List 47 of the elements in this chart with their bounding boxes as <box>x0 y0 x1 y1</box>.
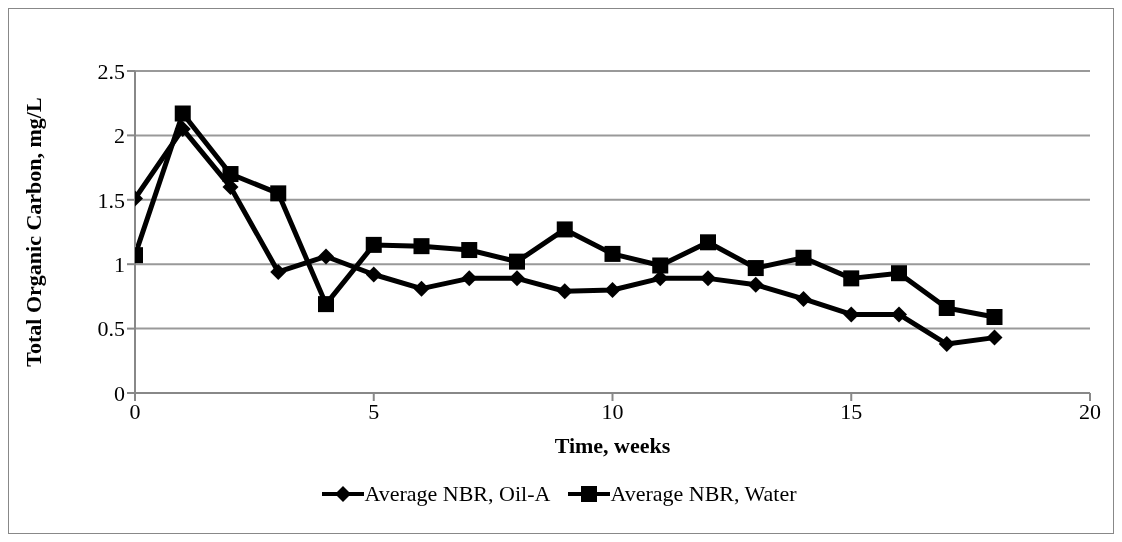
x-tick-label: 20 <box>1079 398 1101 424</box>
point <box>938 336 955 353</box>
point <box>556 283 573 300</box>
point <box>604 245 621 262</box>
x-axis-title: Time, weeks <box>554 433 671 458</box>
point <box>365 266 382 283</box>
point <box>461 270 478 287</box>
point <box>461 242 478 259</box>
y-tick-label: 0.5 <box>97 316 125 342</box>
point <box>986 309 1003 326</box>
y-tick-label: 2 <box>114 123 125 149</box>
point <box>891 265 907 282</box>
x-tick-label: 10 <box>601 398 624 424</box>
point <box>938 299 955 316</box>
point <box>843 270 860 287</box>
point <box>986 329 1003 346</box>
point <box>747 276 764 293</box>
point <box>556 221 573 238</box>
point <box>747 260 764 277</box>
point <box>270 263 287 280</box>
legend-label: Average NBR, Water <box>610 481 797 507</box>
point <box>700 234 716 251</box>
y-tick-label: 1.5 <box>97 187 125 213</box>
point <box>604 281 621 298</box>
point <box>413 280 430 297</box>
point <box>652 257 669 274</box>
point <box>509 270 525 287</box>
point <box>891 306 907 323</box>
point <box>174 120 191 137</box>
point <box>413 238 430 255</box>
x-tick-label: 5 <box>368 398 380 424</box>
x-tick-label: 15 <box>840 398 863 424</box>
point <box>795 249 812 266</box>
y-tick-label: 1 <box>114 252 125 278</box>
y-axis-title: Total Organic Carbon, mg/L <box>20 97 46 367</box>
point <box>365 236 382 253</box>
y-tick-label: 0 <box>114 380 125 406</box>
point <box>174 105 191 122</box>
point <box>270 185 287 202</box>
legend-label: Average NBR, Oil-A <box>364 481 551 507</box>
point <box>795 290 812 307</box>
y-tick-label: 2.5 <box>97 58 125 84</box>
point <box>509 253 525 270</box>
point <box>222 166 239 183</box>
point <box>318 296 334 313</box>
point <box>318 248 334 265</box>
point <box>700 270 716 287</box>
